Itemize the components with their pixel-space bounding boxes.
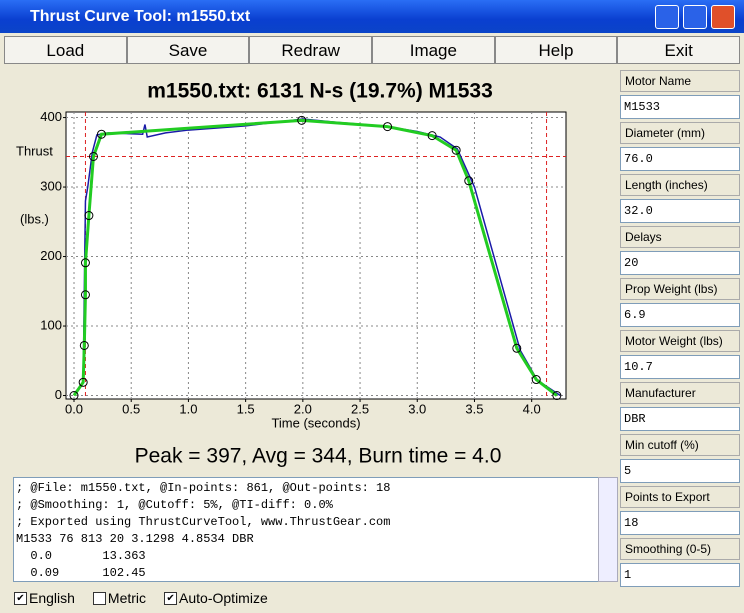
field-label: Motor Name [620, 70, 740, 92]
checkbox-label: Metric [107, 590, 147, 606]
export-line: ; @File: m1550.txt, @In-points: 861, @Ou… [16, 481, 391, 495]
point [80, 290, 90, 300]
menu-bar: Load Save Redraw Image Help Exit [4, 36, 741, 64]
point [79, 340, 89, 350]
x-tick-label: 4.0 [523, 401, 541, 416]
field-label: Points to Export [620, 486, 740, 508]
field-label: Length (inches) [620, 174, 740, 196]
y-tick-label: 0 [55, 387, 62, 402]
point [552, 391, 562, 401]
checkbox-option[interactable]: Metric [92, 590, 147, 606]
y-tick-label: 100 [40, 317, 62, 332]
point [427, 131, 437, 141]
minimize-button[interactable] [655, 5, 679, 29]
export-line: 0.09 102.45 [16, 566, 146, 580]
field-input[interactable]: 76.0 [620, 147, 740, 171]
checkbox-option[interactable]: ✔ English [14, 590, 75, 606]
menu-button[interactable]: Load [4, 36, 127, 64]
export-line: ; Exported using ThrustCurveTool, www.Th… [16, 515, 391, 529]
field-label: Smoothing (0-5) [620, 538, 740, 560]
checkbox-option[interactable]: ✔ Auto-Optimize [164, 590, 268, 606]
field-input[interactable]: 10.7 [620, 355, 740, 379]
scrollbar[interactable] [598, 477, 618, 582]
x-tick-label: 1.5 [237, 401, 255, 416]
field-input[interactable]: M1533 [620, 95, 740, 119]
field-input[interactable]: 18 [620, 511, 740, 535]
menu-button[interactable]: Exit [617, 36, 741, 64]
y-tick-label: 400 [40, 109, 62, 124]
x-tick-label: 0.5 [122, 401, 140, 416]
field-input[interactable]: 1 [620, 563, 740, 587]
menu-button[interactable]: Image [372, 36, 495, 64]
checkbox[interactable]: ✔ [14, 591, 27, 605]
summary: Peak = 397, Avg = 344, Burn time = 4.0 [135, 445, 502, 468]
field-label: Manufacturer [620, 382, 740, 404]
point [464, 176, 474, 186]
field-label: Min cutoff (%) [620, 434, 740, 456]
export-text[interactable]: ; @File: m1550.txt, @In-points: 861, @Ou… [13, 477, 605, 582]
export-line: ; @Smoothing: 1, @Cutoff: 5%, @TI-diff: … [16, 498, 333, 512]
point [80, 258, 90, 268]
checkbox-label: Auto-Optimize [179, 590, 268, 606]
point [88, 151, 98, 161]
field-label: Delays [620, 226, 740, 248]
side-panel: Motor Name M1533 Diameter (mm) 76.0 Length (… [620, 70, 740, 590]
point [78, 377, 88, 387]
series-line [72, 118, 558, 397]
export-line: M1533 76 813 20 3.1298 4.8534 DBR [16, 532, 254, 546]
x-tick-label: 2.5 [351, 401, 369, 416]
menu-button[interactable]: Redraw [249, 36, 373, 64]
point [451, 145, 461, 155]
point [96, 129, 106, 139]
point [84, 211, 94, 221]
maximize-button[interactable] [683, 5, 707, 29]
checkbox[interactable]: ✔ [164, 591, 178, 605]
title-bar: Thrust Curve Tool: m1550.txt [0, 0, 744, 33]
field-label: Diameter (mm) [620, 122, 740, 144]
field-input[interactable]: DBR [620, 407, 740, 431]
series-line [82, 118, 561, 397]
y-axis-label: Thrust [16, 143, 53, 158]
field-input[interactable]: 5 [620, 459, 740, 483]
chart: m1550.txt: 6131 N-s (19.7%) M1533 Thrust (… [16, 80, 567, 468]
field-input[interactable]: 32.0 [620, 199, 740, 223]
checkbox[interactable] [92, 591, 106, 605]
x-tick-label: 3.5 [465, 401, 483, 416]
checkbox-label: English [29, 590, 75, 606]
field-label: Motor Weight (lbs) [620, 330, 740, 352]
close-button[interactable] [711, 5, 735, 29]
menu-button[interactable]: Save [126, 36, 250, 64]
plot-area [65, 111, 567, 400]
x-tick-label: 2.0 [294, 401, 312, 416]
point [383, 122, 393, 132]
x-axis-label: Time (seconds) [271, 415, 360, 430]
export-line: 0.0 13.363 [16, 549, 146, 563]
y-tick-label: 300 [40, 178, 62, 193]
menu-button[interactable]: Help [494, 36, 618, 64]
x-tick-label: 3.0 [408, 401, 426, 416]
window-title: Thrust Curve Tool: m1550.txt [30, 8, 251, 25]
options: ✔ English Metric ✔ Auto-Optimize [14, 590, 280, 606]
point [512, 343, 522, 353]
field-input[interactable]: 6.9 [620, 303, 740, 327]
point [531, 375, 541, 385]
field-label: Prop Weight (lbs) [620, 278, 740, 300]
x-tick-label: 1.0 [179, 401, 197, 416]
point [297, 115, 307, 125]
y-axis-unit: (lbs.) [20, 211, 49, 226]
field-input[interactable]: 20 [620, 251, 740, 275]
x-tick-label: 0.0 [65, 401, 83, 416]
point [69, 391, 79, 401]
y-tick-label: 200 [40, 248, 62, 263]
chart-title: m1550.txt: 6131 N-s (19.7%) M1533 [147, 80, 493, 103]
